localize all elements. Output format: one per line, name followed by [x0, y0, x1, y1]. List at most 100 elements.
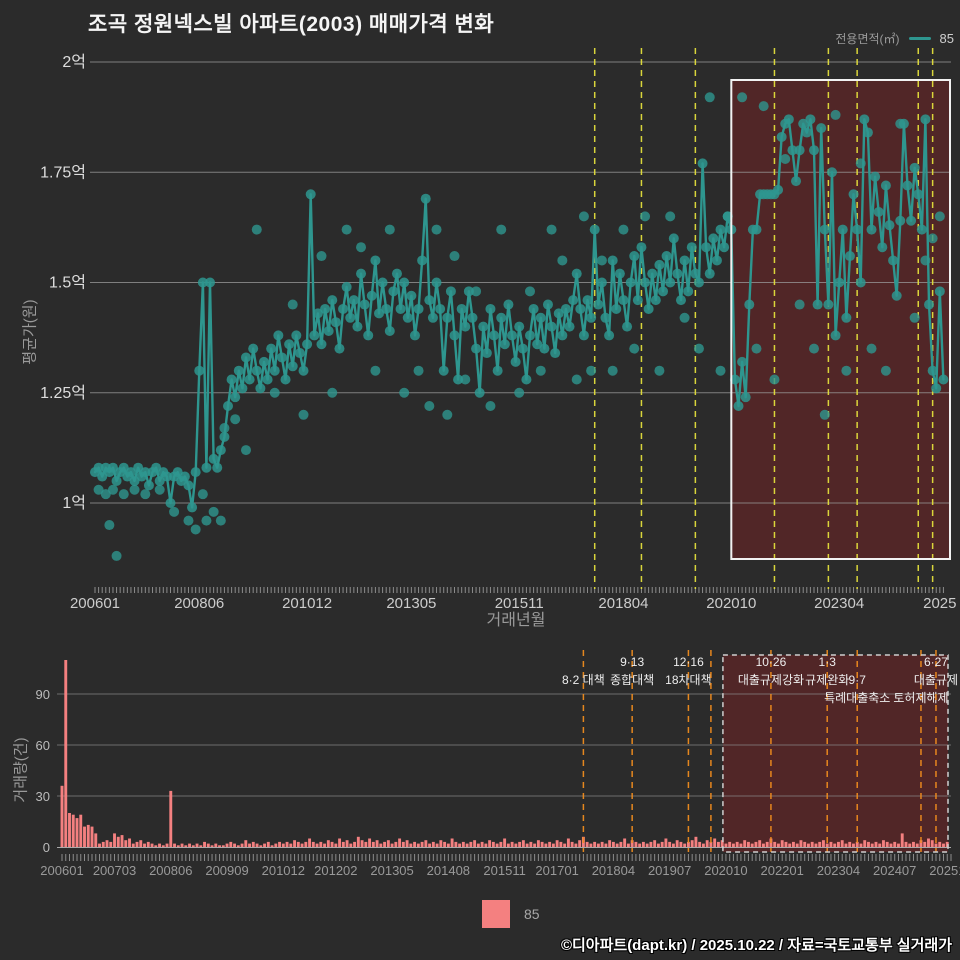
- price-point: [111, 475, 122, 486]
- price-point: [855, 277, 866, 288]
- volume-bar: [776, 843, 780, 847]
- volume-bar: [844, 843, 848, 847]
- volume-bar: [529, 841, 533, 847]
- price-point: [938, 374, 949, 385]
- volume-bar: [338, 838, 342, 847]
- volume-bar: [743, 840, 747, 847]
- volume-bar: [83, 826, 86, 847]
- price-point: [690, 268, 701, 279]
- price-point: [823, 299, 834, 310]
- policy-date-label: 12·16: [673, 655, 704, 669]
- price-point: [442, 409, 453, 420]
- price-point: [866, 343, 877, 354]
- price-point: [546, 321, 557, 332]
- price-point: [334, 343, 345, 354]
- volume-bar: [195, 843, 199, 847]
- volume-bar: [210, 845, 214, 847]
- price-point: [219, 431, 230, 442]
- price-point: [902, 180, 913, 191]
- volume-bar: [619, 841, 623, 847]
- volume-bar: [641, 841, 645, 847]
- volume-bar: [315, 843, 319, 847]
- volume-bar: [116, 836, 120, 847]
- price-point: [826, 167, 837, 178]
- volume-bar: [499, 841, 503, 847]
- price-point: [546, 224, 557, 235]
- price-point: [909, 162, 920, 173]
- volume-bar: [885, 841, 889, 847]
- legend-line-swatch-icon: [908, 37, 931, 40]
- volume-bar: [668, 841, 672, 847]
- volume-bar: [806, 843, 810, 847]
- volume-bar: [927, 838, 930, 847]
- volume-bar: [563, 843, 567, 847]
- price-point: [632, 295, 643, 306]
- volume-bar: [938, 841, 942, 847]
- price-xtick-label: 200806: [174, 595, 224, 612]
- volume-bar: [754, 841, 758, 847]
- volume-bar: [308, 838, 312, 847]
- price-point: [320, 303, 331, 314]
- price-point: [118, 489, 129, 500]
- price-point: [435, 303, 446, 314]
- price-point: [467, 312, 478, 323]
- volume-bar: [638, 843, 642, 847]
- price-point: [413, 303, 424, 314]
- legend-square-swatch-icon: [482, 900, 510, 928]
- volume-bar: [240, 843, 244, 847]
- volume-bar: [784, 841, 788, 847]
- volume-bar: [912, 841, 915, 847]
- volume-xtick-label: 200601: [40, 863, 83, 878]
- volume-bar: [278, 841, 282, 847]
- policy-name-label: 9·7: [849, 673, 867, 687]
- price-yaxis-title: 평균가(원): [21, 299, 39, 365]
- price-point: [934, 211, 945, 222]
- volume-bar: [675, 840, 679, 847]
- price-point: [909, 312, 920, 323]
- policy-name-label: 18차대책: [665, 672, 711, 687]
- volume-bar: [79, 814, 83, 847]
- price-point: [183, 480, 194, 491]
- price-point: [154, 475, 165, 486]
- volume-bar: [548, 841, 552, 847]
- price-point: [291, 330, 302, 341]
- volume-bar: [225, 843, 229, 847]
- price-point: [287, 361, 298, 372]
- volume-bar: [386, 840, 390, 847]
- volume-bar: [341, 841, 345, 847]
- price-point: [258, 356, 269, 367]
- volume-bar: [698, 841, 702, 847]
- price-point: [722, 211, 733, 222]
- volume-bar: [469, 841, 473, 847]
- price-point: [140, 467, 151, 478]
- price-point: [298, 365, 309, 376]
- volume-bar: [791, 841, 795, 847]
- volume-series-legend[interactable]: 85: [482, 900, 540, 928]
- volume-bar: [405, 840, 409, 847]
- price-point: [316, 251, 327, 262]
- price-point: [719, 242, 730, 253]
- volume-bar: [859, 843, 863, 847]
- volume-bar: [852, 843, 855, 847]
- volume-bar: [506, 843, 510, 847]
- price-point: [611, 303, 622, 314]
- price-point: [269, 365, 280, 376]
- price-point: [888, 255, 899, 266]
- price-point: [244, 374, 255, 385]
- volume-bar: [218, 845, 221, 847]
- price-point: [880, 365, 891, 376]
- price-point: [391, 268, 402, 279]
- price-point: [305, 189, 316, 200]
- price-point: [496, 224, 507, 235]
- volume-bar: [465, 843, 469, 847]
- volume-bar: [923, 841, 927, 847]
- price-point: [560, 303, 571, 314]
- volume-bar: [184, 845, 188, 847]
- price-series-legend[interactable]: 전용면적(㎡) 85: [835, 30, 954, 47]
- volume-xtick-label: 201701: [535, 863, 578, 878]
- volume-bar: [709, 841, 713, 847]
- volume-bar: [431, 841, 435, 847]
- volume-bar: [124, 840, 128, 847]
- price-point: [230, 414, 241, 425]
- price-point: [852, 224, 863, 235]
